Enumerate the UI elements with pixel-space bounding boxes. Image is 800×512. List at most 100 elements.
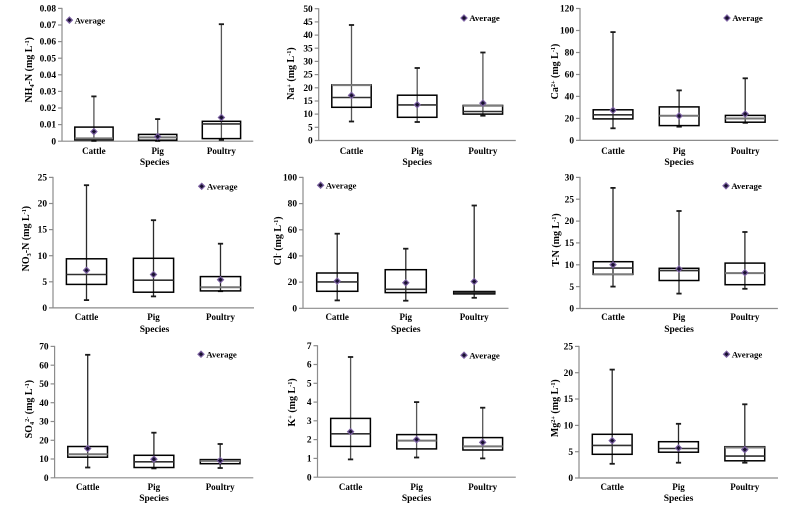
svg-text:25: 25	[564, 343, 574, 353]
svg-text:15: 15	[38, 226, 48, 236]
svg-text:Pig: Pig	[410, 482, 423, 492]
svg-text:Cattle: Cattle	[82, 146, 106, 156]
svg-text:0: 0	[308, 137, 313, 147]
svg-text:NH4-N (mg L-1): NH4-N (mg L-1)	[24, 37, 36, 102]
svg-text:10: 10	[39, 455, 49, 465]
svg-text:6: 6	[307, 361, 312, 371]
svg-text:25: 25	[38, 174, 48, 184]
svg-text:Poultry: Poultry	[731, 146, 760, 156]
svg-text:Cattle: Cattle	[340, 146, 364, 156]
svg-text:30: 30	[303, 58, 313, 68]
svg-text:Poultry: Poultry	[730, 482, 759, 492]
svg-text:Pig: Pig	[147, 312, 160, 322]
svg-text:0.03: 0.03	[40, 88, 57, 98]
svg-text:Poultry: Poultry	[468, 146, 497, 156]
svg-text:60: 60	[288, 226, 298, 236]
svg-text:1: 1	[307, 455, 312, 465]
svg-text:Cattle: Cattle	[75, 312, 99, 322]
svg-text:Cl- (mg L-1): Cl- (mg L-1)	[273, 216, 284, 265]
svg-text:70: 70	[39, 343, 49, 353]
svg-text:Pig: Pig	[151, 146, 164, 156]
svg-text:50: 50	[303, 5, 313, 15]
svg-text:15: 15	[565, 239, 575, 249]
svg-text:0.05: 0.05	[40, 54, 57, 64]
svg-text:0.04: 0.04	[40, 71, 57, 81]
svg-text:100: 100	[283, 174, 297, 184]
svg-text:Cattle: Cattle	[339, 482, 363, 492]
svg-text:Average: Average	[731, 181, 762, 191]
svg-text:Cattle: Cattle	[601, 312, 625, 322]
svg-text:Average: Average	[732, 13, 763, 23]
svg-text:20: 20	[565, 115, 575, 125]
svg-text:Ca2+ (mg L-1): Ca2+ (mg L-1)	[550, 44, 561, 100]
svg-text:Species: Species	[391, 325, 421, 335]
svg-text:30: 30	[565, 174, 575, 184]
svg-text:Pig: Pig	[673, 146, 686, 156]
svg-text:Species: Species	[402, 158, 432, 168]
svg-text:40: 40	[39, 399, 49, 409]
svg-text:10: 10	[303, 110, 313, 120]
svg-text:60: 60	[39, 361, 49, 371]
svg-text:0: 0	[568, 474, 573, 484]
svg-text:10: 10	[38, 252, 48, 262]
svg-text:45: 45	[303, 18, 313, 28]
svg-text:7: 7	[307, 342, 312, 352]
svg-text:Average: Average	[75, 15, 106, 25]
svg-text:0: 0	[42, 304, 47, 314]
svg-text:Cattle: Cattle	[76, 482, 100, 492]
svg-text:K+ (mg L-1): K+ (mg L-1)	[287, 378, 298, 426]
svg-text:SO42- (mg L-1): SO42- (mg L-1)	[24, 380, 36, 438]
svg-text:0.06: 0.06	[40, 38, 57, 48]
svg-text:50: 50	[39, 380, 49, 390]
svg-text:Pig: Pig	[672, 482, 685, 492]
svg-text:Pig: Pig	[411, 146, 424, 156]
svg-text:Average: Average	[207, 182, 238, 192]
svg-text:5: 5	[569, 283, 574, 293]
svg-text:Cattle: Cattle	[600, 482, 624, 492]
svg-text:5: 5	[42, 278, 47, 288]
svg-text:0: 0	[569, 137, 574, 147]
svg-text:Species: Species	[140, 325, 170, 335]
svg-text:40: 40	[565, 93, 575, 103]
svg-text:15: 15	[303, 97, 313, 107]
svg-text:Pig: Pig	[148, 482, 161, 492]
svg-text:T-N (mg L-1): T-N (mg L-1)	[551, 213, 562, 266]
svg-text:40: 40	[303, 31, 313, 41]
svg-text:80: 80	[565, 49, 575, 59]
svg-text:15: 15	[564, 395, 574, 405]
svg-text:Pig: Pig	[400, 312, 413, 322]
svg-text:20: 20	[303, 84, 313, 94]
svg-text:20: 20	[39, 436, 49, 446]
svg-text:0: 0	[44, 474, 49, 484]
svg-text:0.02: 0.02	[40, 104, 57, 114]
svg-text:0.01: 0.01	[40, 121, 57, 131]
svg-text:25: 25	[303, 71, 313, 81]
svg-text:3: 3	[307, 417, 312, 427]
svg-text:0: 0	[51, 137, 56, 147]
svg-text:Poultry: Poultry	[468, 482, 497, 492]
svg-text:Average: Average	[469, 13, 500, 23]
svg-text:20: 20	[565, 217, 575, 227]
svg-text:Na+ (mg L-1): Na+ (mg L-1)	[286, 47, 297, 100]
svg-text:Average: Average	[732, 349, 763, 359]
svg-text:5: 5	[307, 379, 312, 389]
svg-text:Species: Species	[139, 494, 169, 504]
svg-text:Mg2+ (mg L-1): Mg2+ (mg L-1)	[550, 379, 561, 437]
svg-text:Poultry: Poultry	[730, 312, 759, 322]
svg-text:Species: Species	[664, 494, 694, 504]
svg-text:Cattle: Cattle	[601, 146, 625, 156]
svg-text:10: 10	[565, 261, 575, 271]
svg-text:2: 2	[307, 436, 312, 446]
svg-text:10: 10	[564, 422, 574, 432]
svg-text:5: 5	[568, 448, 573, 458]
svg-text:Average: Average	[206, 349, 237, 359]
svg-text:60: 60	[565, 71, 575, 81]
svg-text:40: 40	[288, 252, 298, 262]
svg-text:120: 120	[560, 5, 574, 15]
svg-text:Cattle: Cattle	[325, 312, 349, 322]
svg-text:0: 0	[292, 304, 297, 314]
svg-text:Species: Species	[664, 325, 694, 335]
svg-text:35: 35	[303, 44, 313, 54]
svg-text:20: 20	[38, 200, 48, 210]
svg-text:5: 5	[308, 123, 313, 133]
